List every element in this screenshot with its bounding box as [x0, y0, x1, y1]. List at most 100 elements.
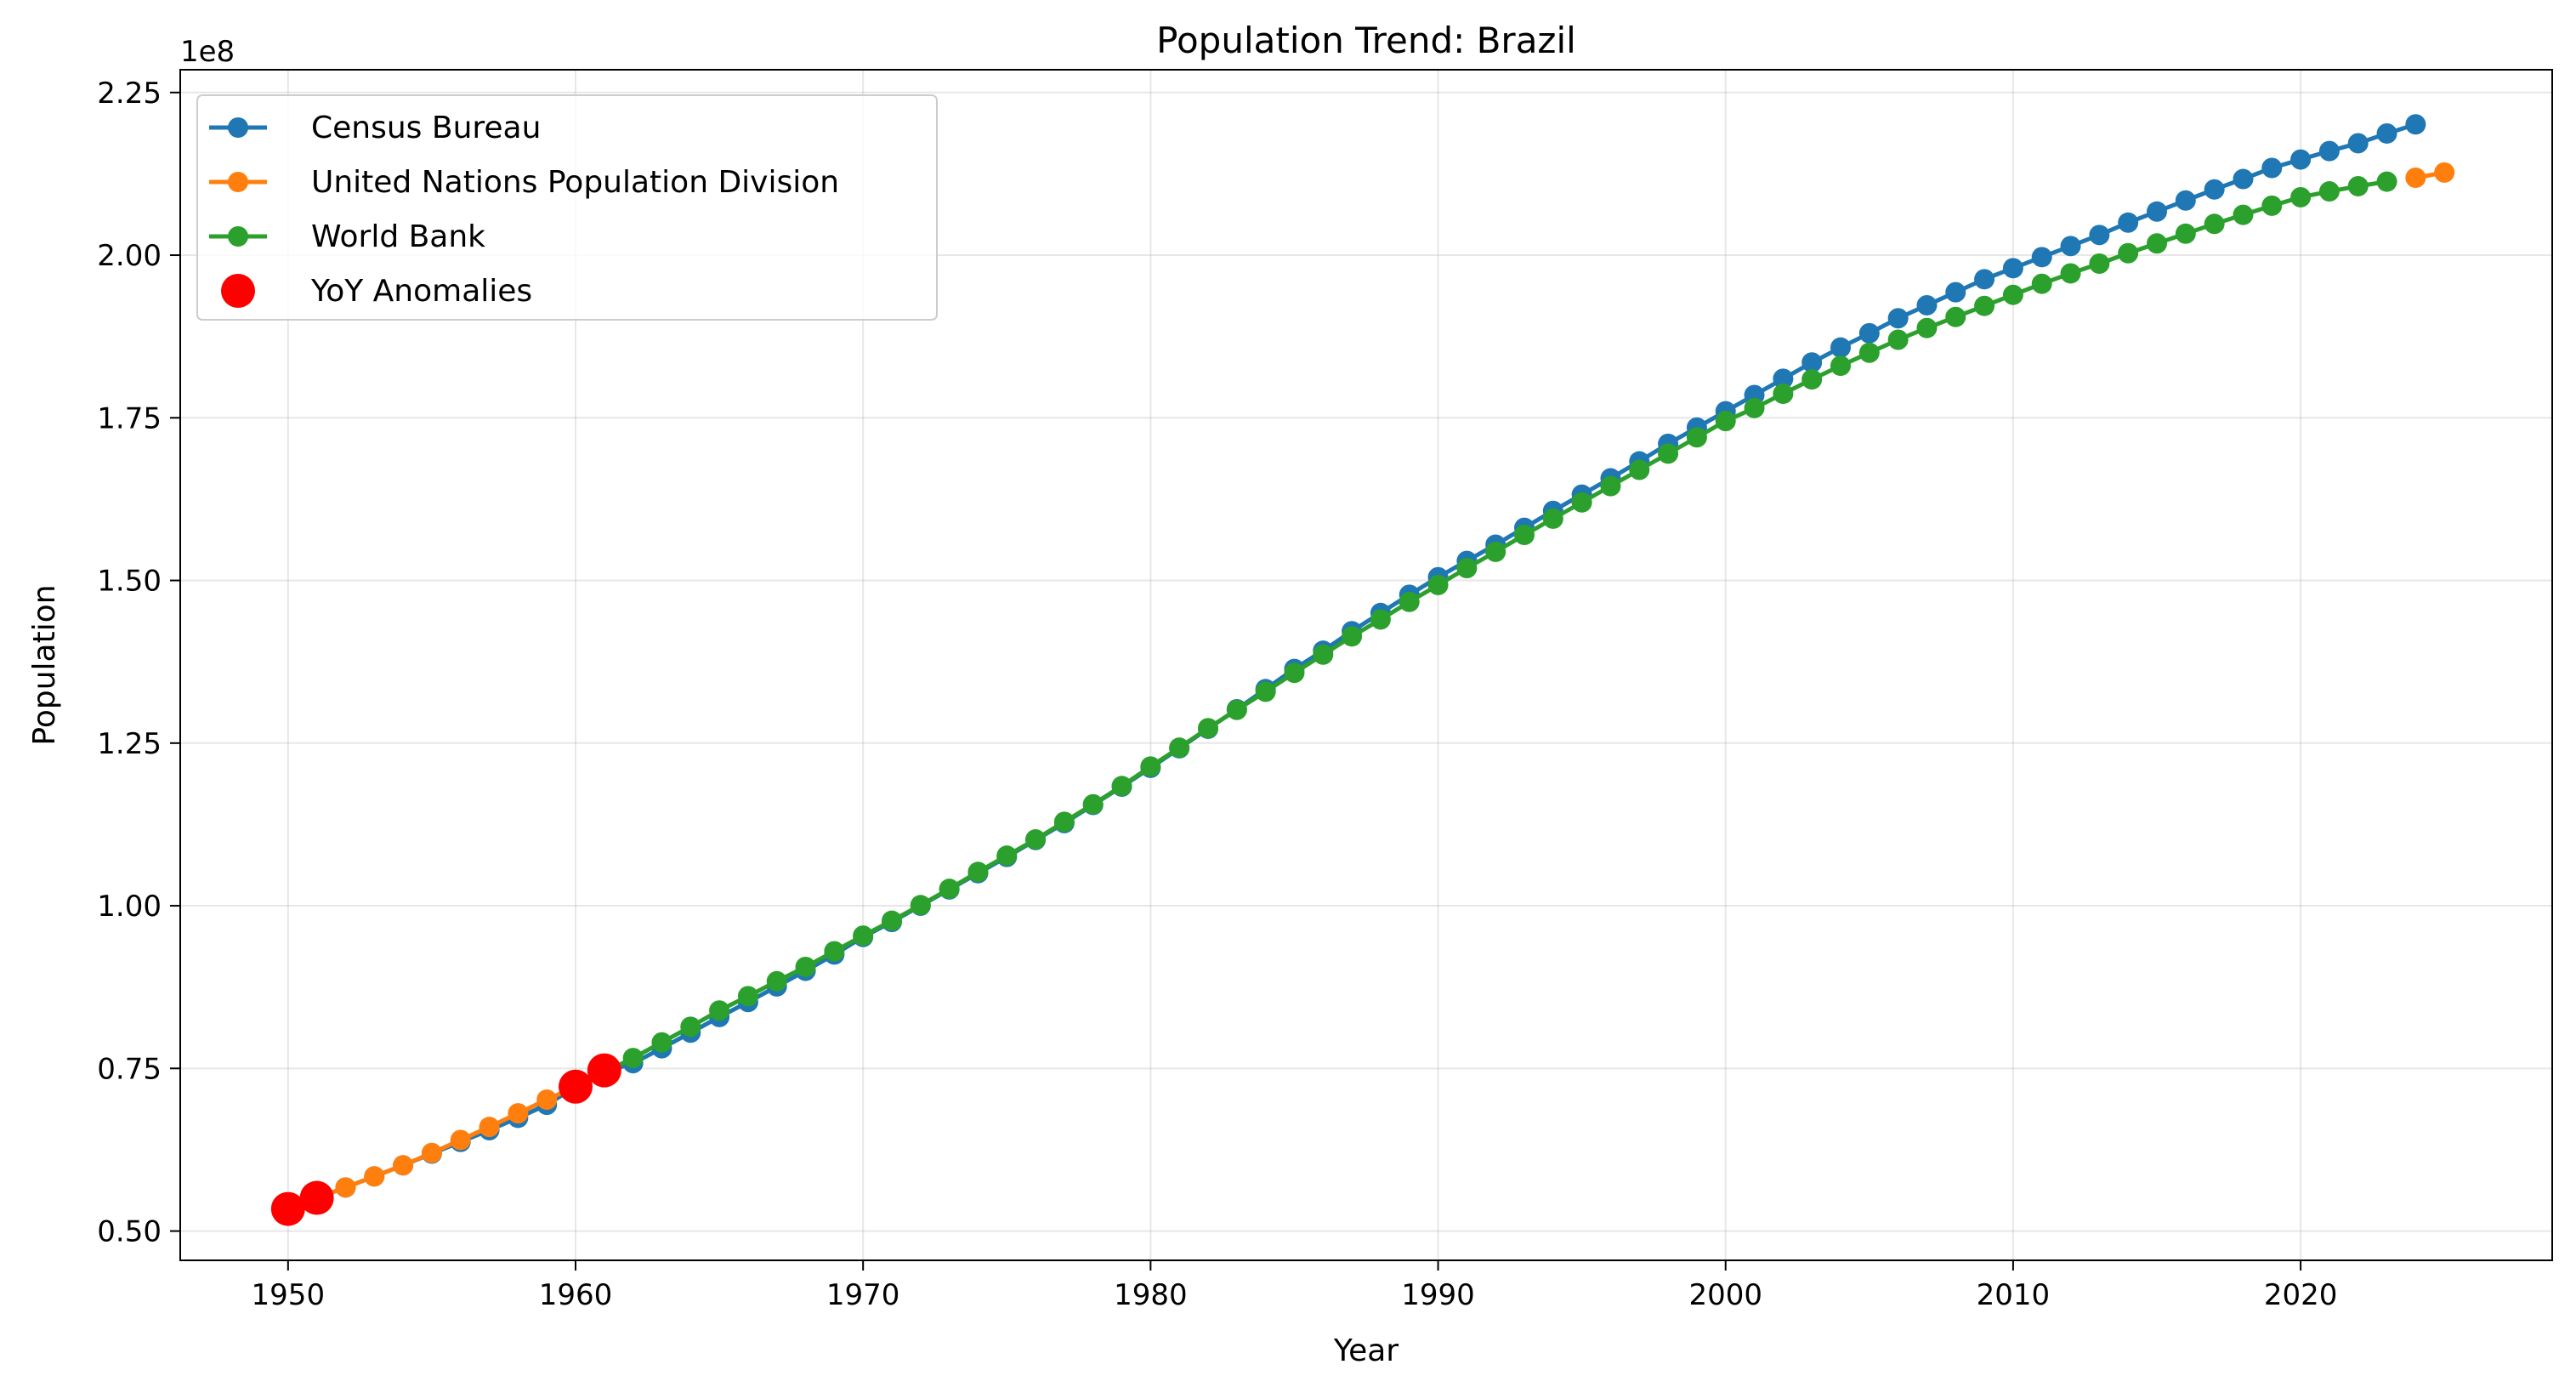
data-point — [2089, 225, 2110, 246]
legend-label: Census Bureau — [311, 111, 541, 145]
data-point — [1974, 295, 1995, 316]
legend-label: United Nations Population Division — [311, 165, 839, 200]
legend-entry: World Bank — [209, 219, 485, 254]
data-point — [2318, 140, 2340, 162]
data-point — [421, 1142, 442, 1163]
data-point — [2175, 223, 2196, 244]
data-point — [1514, 524, 1535, 545]
data-point — [853, 925, 874, 947]
legend-marker — [228, 117, 248, 138]
data-point — [1284, 662, 1305, 684]
data-point — [2318, 181, 2340, 202]
data-point — [2002, 284, 2023, 305]
y-tick-label: 0.50 — [97, 1215, 162, 1249]
data-point — [1629, 459, 1650, 480]
data-point — [2002, 258, 2023, 279]
y-tick-label: 1.75 — [97, 401, 162, 435]
data-point — [680, 1016, 701, 1038]
data-point — [1025, 829, 1047, 850]
data-point — [1801, 352, 1823, 373]
data-point — [2233, 168, 2254, 190]
legend-entry: Census Bureau — [209, 111, 541, 145]
anomaly-point — [270, 1191, 305, 1226]
plot-frame — [179, 69, 2553, 1261]
legend-marker — [228, 172, 248, 192]
data-point — [709, 1000, 730, 1021]
data-point — [824, 941, 845, 962]
data-point — [335, 1177, 356, 1198]
data-point — [2147, 233, 2167, 254]
data-point — [2204, 213, 2225, 235]
chart-title: Population Trend: Brazil — [1156, 20, 1576, 61]
data-point — [1053, 811, 1075, 833]
y-axis-label: Population — [27, 584, 62, 745]
data-point — [882, 910, 902, 931]
x-axis-label: Year — [1333, 1333, 1399, 1368]
data-point — [2405, 167, 2426, 188]
legend-entry: United Nations Population Division — [209, 165, 839, 200]
data-point — [1773, 383, 1794, 404]
data-point — [479, 1117, 500, 1138]
y-axis: 0.50 0.75 1.00 1.25 1.50 1.75 2.00 2.25 — [97, 77, 180, 1249]
data-point — [2147, 201, 2167, 222]
data-point — [2261, 157, 2283, 179]
data-point — [2031, 247, 2052, 268]
data-point — [1887, 329, 1909, 350]
y-tick-label: 2.00 — [97, 239, 162, 273]
data-point — [536, 1089, 558, 1111]
data-point — [622, 1048, 644, 1069]
data-point — [1542, 508, 1563, 529]
data-point — [1658, 443, 1679, 464]
data-point — [1485, 541, 1506, 562]
y-tick-label: 0.75 — [97, 1052, 162, 1086]
data-point — [1169, 737, 1190, 759]
data-point — [1715, 411, 1736, 432]
anomaly-point — [559, 1069, 593, 1104]
anomaly-layer — [270, 1053, 621, 1226]
y-axis-offset-text: 1e8 — [180, 35, 235, 69]
data-point — [1974, 269, 1995, 290]
series-2 — [565, 171, 2397, 1097]
data-point — [1887, 308, 1909, 329]
y-tick-label: 2.25 — [97, 77, 162, 111]
data-point — [2204, 179, 2225, 200]
data-point — [2261, 195, 2283, 216]
data-point — [1945, 306, 1966, 327]
data-point — [1571, 492, 1592, 513]
data-point — [1600, 475, 1621, 497]
data-point — [737, 986, 758, 1007]
data-point — [393, 1155, 414, 1176]
data-point — [364, 1166, 385, 1187]
data-point — [1370, 609, 1391, 630]
data-point — [2376, 122, 2397, 144]
data-point — [1399, 591, 1420, 612]
data-point — [1830, 355, 1851, 377]
data-point — [2031, 273, 2052, 294]
data-point — [508, 1103, 529, 1124]
legend-box — [196, 94, 938, 321]
data-point — [1858, 342, 1880, 363]
legend-entry: YoY Anomalies — [221, 274, 532, 309]
y-tick-label: 1.25 — [97, 727, 162, 761]
data-point — [1830, 337, 1851, 358]
data-point — [1226, 699, 1247, 720]
y-tick-label: 1.00 — [97, 890, 162, 924]
anomaly-point — [299, 1180, 334, 1215]
data-point — [795, 956, 816, 977]
data-point — [2290, 149, 2312, 170]
data-point — [910, 895, 931, 916]
data-point — [1313, 644, 1334, 665]
legend: Census Bureau United Nations Population D… — [196, 94, 938, 321]
data-point — [1111, 776, 1132, 797]
data-point — [1801, 369, 1823, 390]
data-point — [2405, 114, 2426, 135]
legend-label: World Bank — [311, 219, 485, 254]
data-point — [1427, 574, 1449, 595]
data-point — [939, 878, 960, 900]
x-tick-label: 2020 — [2264, 1278, 2338, 1312]
x-tick-label: 1970 — [826, 1278, 900, 1312]
data-point — [1456, 558, 1478, 579]
data-point — [1342, 626, 1363, 647]
data-point — [1255, 681, 1276, 702]
